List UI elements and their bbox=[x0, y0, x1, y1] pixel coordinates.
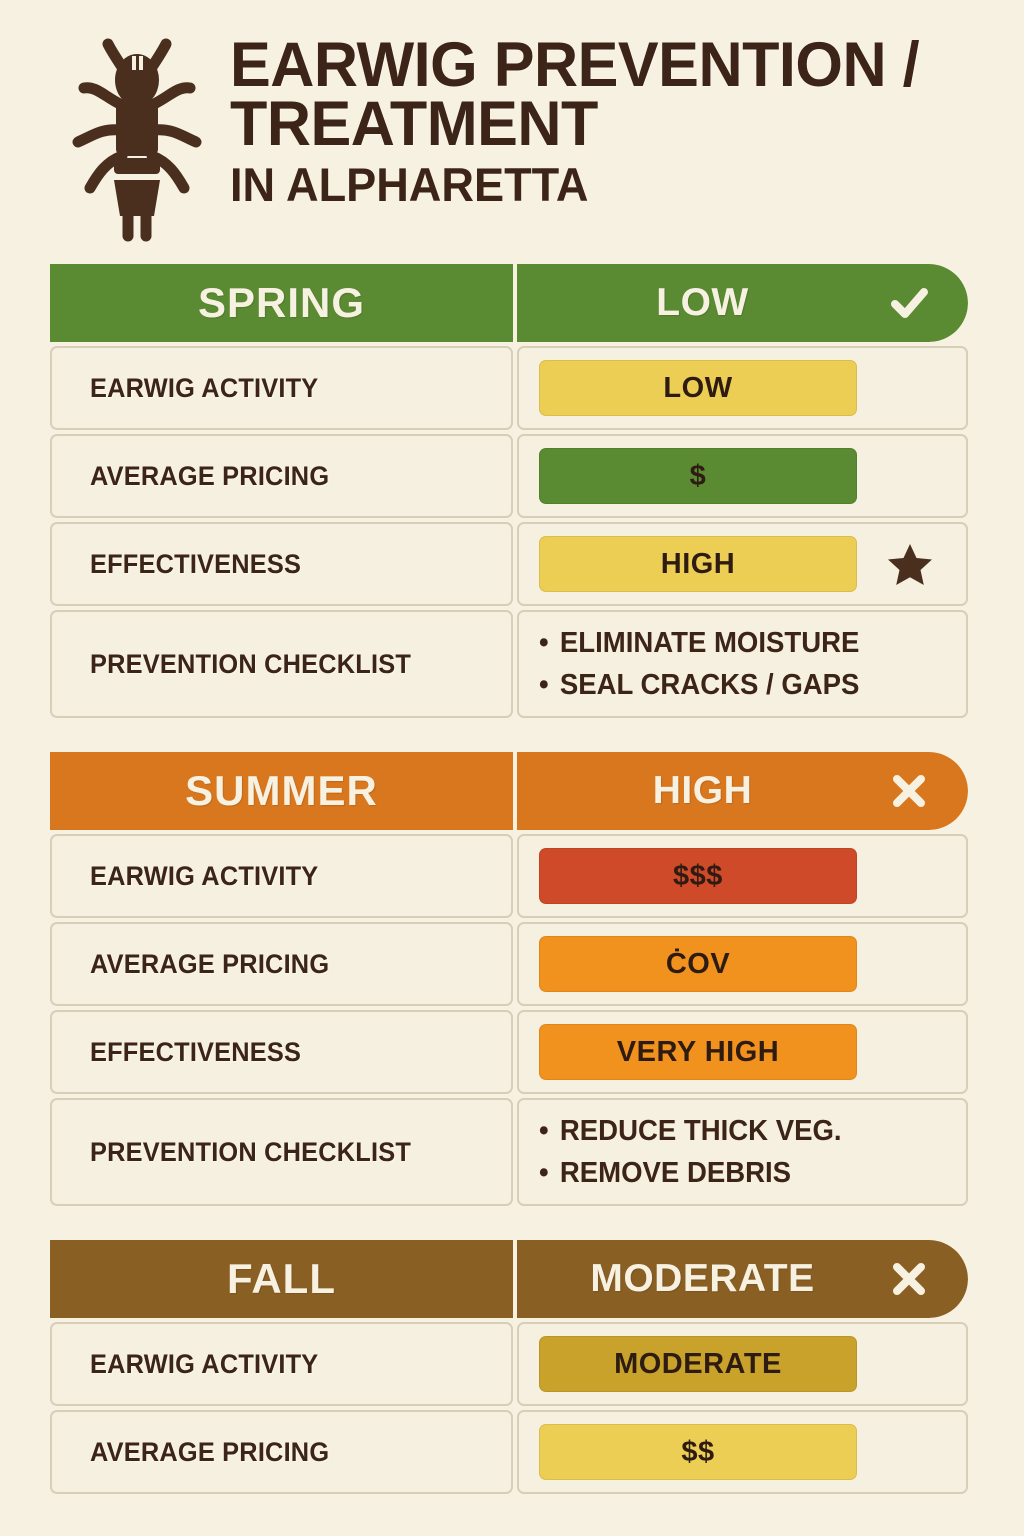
row-label-cell: PREVENTION CHECKLIST bbox=[50, 1098, 513, 1206]
row-value-cell: LOW bbox=[517, 346, 968, 430]
row-label-cell: EARWIG ACTIVITY bbox=[50, 346, 513, 430]
status-badge: ĊOV bbox=[539, 936, 857, 992]
row-label: AVERAGE PRICING bbox=[90, 948, 330, 979]
table-row: EFFECTIVENESS HIGH bbox=[50, 522, 968, 606]
list-item: • REMOVE DEBRIS bbox=[539, 1152, 842, 1194]
summer-header-right: HIGH bbox=[517, 752, 968, 830]
checklist: • REDUCE THICK VEG. • REMOVE DEBRIS bbox=[539, 1104, 857, 1200]
table-row: EARWIG ACTIVITY MODERATE bbox=[50, 1322, 968, 1406]
fall-risk-level: MODERATE bbox=[590, 1257, 815, 1300]
bullet-icon: • bbox=[539, 669, 549, 701]
list-item: • REDUCE THICK VEG. bbox=[539, 1110, 842, 1152]
bullet-icon: • bbox=[539, 1157, 549, 1189]
row-label-cell: PREVENTION CHECKLIST bbox=[50, 610, 513, 718]
summer-header: SUMMER HIGH bbox=[50, 752, 968, 830]
section-summer: SUMMER HIGH EARWIG ACTIVITY $$$ AV bbox=[50, 752, 968, 1206]
table-row: AVERAGE PRICING ĊOV bbox=[50, 922, 968, 1006]
fall-header-right: MODERATE bbox=[517, 1240, 968, 1318]
row-label: EARWIG ACTIVITY bbox=[90, 1348, 319, 1379]
row-value-cell: ĊOV bbox=[517, 922, 968, 1006]
row-value-cell: VERY HIGH bbox=[517, 1010, 968, 1094]
fall-season-name: FALL bbox=[227, 1255, 336, 1302]
spring-risk-level: LOW bbox=[656, 281, 749, 324]
row-value-cell: MODERATE bbox=[517, 1322, 968, 1406]
spring-rows: EARWIG ACTIVITY LOW AVERAGE PRICING $ EF… bbox=[50, 346, 968, 718]
row-label: AVERAGE PRICING bbox=[90, 1436, 330, 1467]
table-row: PREVENTION CHECKLIST • REDUCE THICK VEG. … bbox=[50, 1098, 968, 1206]
table-row: EARWIG ACTIVITY LOW bbox=[50, 346, 968, 430]
summer-risk-level: HIGH bbox=[652, 769, 753, 812]
fall-rows: EARWIG ACTIVITY MODERATE AVERAGE PRICING… bbox=[50, 1322, 968, 1494]
row-label-cell: EFFECTIVENESS bbox=[50, 522, 513, 606]
bullet-icon: • bbox=[539, 626, 549, 659]
row-label-cell: AVERAGE PRICING bbox=[50, 434, 513, 518]
x-icon bbox=[888, 1258, 930, 1300]
status-badge: VERY HIGH bbox=[539, 1024, 857, 1080]
check-icon bbox=[888, 282, 930, 324]
row-label: EFFECTIVENESS bbox=[90, 548, 302, 579]
status-badge: LOW bbox=[539, 360, 857, 416]
summer-season-name: SUMMER bbox=[185, 767, 378, 814]
status-badge: $$$ bbox=[539, 848, 857, 904]
table-row: PREVENTION CHECKLIST • ELIMINATE MOISTURE… bbox=[50, 610, 968, 718]
page-header: EARWIG PREVENTION / TREATMENT IN ALPHARE… bbox=[0, 0, 1024, 250]
x-icon bbox=[888, 770, 930, 812]
row-label: AVERAGE PRICING bbox=[90, 460, 330, 491]
row-label-cell: AVERAGE PRICING bbox=[50, 1410, 513, 1494]
row-value-cell: $$ bbox=[517, 1410, 968, 1494]
bullet-icon: • bbox=[539, 1114, 549, 1147]
page-title-line1: EARWIG PREVENTION / bbox=[230, 30, 920, 100]
table-row: AVERAGE PRICING $$ bbox=[50, 1410, 968, 1494]
row-label-cell: EARWIG ACTIVITY bbox=[50, 834, 513, 918]
status-badge: $$ bbox=[539, 1424, 857, 1480]
table-row: AVERAGE PRICING $ bbox=[50, 434, 968, 518]
row-label: PREVENTION CHECKLIST bbox=[90, 648, 412, 679]
summer-rows: EARWIG ACTIVITY $$$ AVERAGE PRICING ĊOV … bbox=[50, 834, 968, 1206]
page-title-line2: TREATMENT bbox=[230, 88, 598, 159]
row-label-cell: AVERAGE PRICING bbox=[50, 922, 513, 1006]
table-row: EARWIG ACTIVITY $$$ bbox=[50, 834, 968, 918]
row-value-cell: • ELIMINATE MOISTURE • SEAL CRACKS / GAPS bbox=[517, 610, 968, 718]
status-badge: MODERATE bbox=[539, 1336, 857, 1392]
row-value-cell: $ bbox=[517, 434, 968, 518]
status-badge: $ bbox=[539, 448, 857, 504]
spring-header-right: LOW bbox=[517, 264, 968, 342]
section-spring: SPRING LOW EARWIG ACTIVITY LOW AVE bbox=[50, 264, 968, 718]
section-fall: FALL MODERATE EARWIG ACTIVITY MODERATE bbox=[50, 1240, 968, 1494]
row-value-cell: $$$ bbox=[517, 834, 968, 918]
row-value-cell: • REDUCE THICK VEG. • REMOVE DEBRIS bbox=[517, 1098, 968, 1206]
fall-header: FALL MODERATE bbox=[50, 1240, 968, 1318]
earwig-icon bbox=[62, 30, 212, 250]
status-badge: HIGH bbox=[539, 536, 857, 592]
star-icon bbox=[887, 541, 933, 587]
row-label: EFFECTIVENESS bbox=[90, 1036, 302, 1067]
row-value-cell: HIGH bbox=[517, 522, 968, 606]
spring-header: SPRING LOW bbox=[50, 264, 968, 342]
summer-header-left: SUMMER bbox=[50, 752, 513, 830]
list-item: • SEAL CRACKS / GAPS bbox=[539, 664, 859, 706]
row-label-cell: EARWIG ACTIVITY bbox=[50, 1322, 513, 1406]
row-label-cell: EFFECTIVENESS bbox=[50, 1010, 513, 1094]
page-subtitle: IN ALPHARETTA bbox=[230, 158, 589, 212]
title-block: EARWIG PREVENTION / TREATMENT IN ALPHARE… bbox=[230, 22, 940, 213]
row-label: EARWIG ACTIVITY bbox=[90, 372, 319, 403]
row-label: EARWIG ACTIVITY bbox=[90, 860, 319, 891]
fall-header-left: FALL bbox=[50, 1240, 513, 1318]
table-row: EFFECTIVENESS VERY HIGH bbox=[50, 1010, 968, 1094]
list-item: • ELIMINATE MOISTURE bbox=[539, 622, 859, 664]
checklist: • ELIMINATE MOISTURE • SEAL CRACKS / GAPS bbox=[539, 616, 876, 712]
spring-season-name: SPRING bbox=[197, 279, 366, 326]
row-label: PREVENTION CHECKLIST bbox=[90, 1136, 412, 1167]
spring-header-left: SPRING bbox=[50, 264, 513, 342]
